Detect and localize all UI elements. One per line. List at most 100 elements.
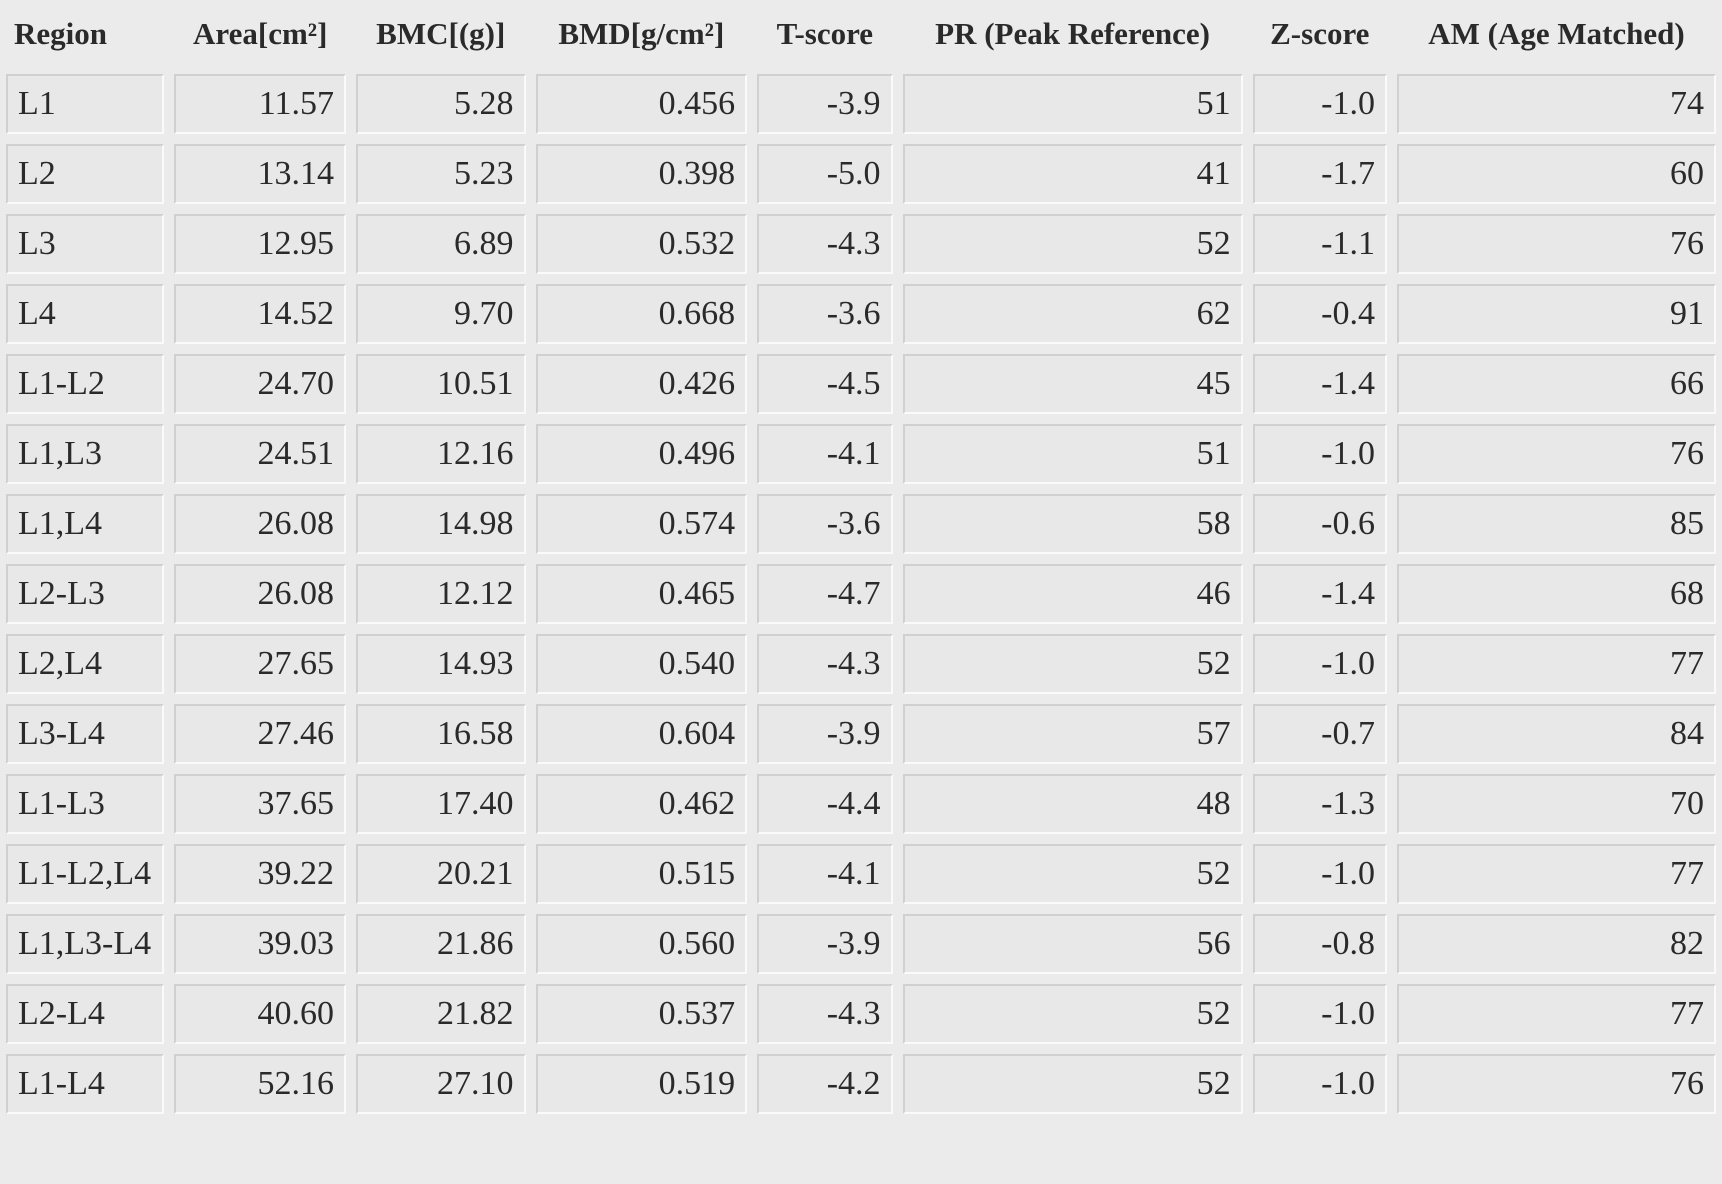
table-cell: L1,L3-L4 xyxy=(6,914,165,974)
table-cell: 41 xyxy=(902,144,1243,204)
table-cell: 0.398 xyxy=(535,144,748,204)
table-cell: L2-L3 xyxy=(6,564,165,624)
table-cell: L3 xyxy=(6,214,165,274)
table-cell: 6.89 xyxy=(355,214,526,274)
table-cell: 27.10 xyxy=(355,1054,526,1114)
table-cell: 58 xyxy=(902,494,1243,554)
table-cell: 46 xyxy=(902,564,1243,624)
table-cell: -4.1 xyxy=(757,844,893,904)
table-row: L2-L3 26.08 12.12 0.465 -4.7 46 -1.4 68 xyxy=(6,564,1716,624)
table-cell: 0.465 xyxy=(535,564,748,624)
table-cell: 0.456 xyxy=(535,74,748,134)
bone-density-table: Region Area[cm²] BMC[(g)] BMD[g/cm²] T-score… xyxy=(6,4,1716,1114)
table-cell: -4.3 xyxy=(757,214,893,274)
table-cell: -3.9 xyxy=(757,914,893,974)
table-cell: 12.12 xyxy=(355,564,526,624)
table-cell: 21.82 xyxy=(355,984,526,1044)
column-header: PR (Peak Reference) xyxy=(935,16,1210,51)
table-cell: 52 xyxy=(902,1054,1243,1114)
table-cell: 85 xyxy=(1396,494,1716,554)
table-cell: -1.0 xyxy=(1252,844,1387,904)
table-cell: 52 xyxy=(902,634,1243,694)
table-cell: 0.532 xyxy=(535,214,748,274)
table-row: L1-L2,L4 39.22 20.21 0.515 -4.1 52 -1.0 77 xyxy=(6,844,1716,904)
table-cell: 24.51 xyxy=(174,424,346,484)
table-cell: 0.515 xyxy=(535,844,748,904)
table-cell: -4.4 xyxy=(757,774,893,834)
table-cell: 17.40 xyxy=(355,774,526,834)
table-row: L1-L2 24.70 10.51 0.426 -4.5 45 -1.4 66 xyxy=(6,354,1716,414)
table-cell: -1.0 xyxy=(1252,984,1387,1044)
column-header: Region xyxy=(14,16,107,51)
table-cell: 52.16 xyxy=(174,1054,346,1114)
table-cell: 14.52 xyxy=(174,284,346,344)
table-cell: L1 xyxy=(6,74,165,134)
table-cell: 0.560 xyxy=(535,914,748,974)
table-cell: 84 xyxy=(1396,704,1716,764)
table-cell: 77 xyxy=(1396,634,1716,694)
table-cell: 39.22 xyxy=(174,844,346,904)
table-cell: -1.3 xyxy=(1252,774,1387,834)
table-cell: 0.462 xyxy=(535,774,748,834)
table-cell: 20.21 xyxy=(355,844,526,904)
table-cell: -1.0 xyxy=(1252,1054,1387,1114)
table-cell: 12.95 xyxy=(174,214,346,274)
table-cell: 0.537 xyxy=(535,984,748,1044)
table-cell: 51 xyxy=(902,424,1243,484)
table-cell: 77 xyxy=(1396,844,1716,904)
table-cell: 0.604 xyxy=(535,704,748,764)
table-cell: 91 xyxy=(1396,284,1716,344)
table-cell: -0.6 xyxy=(1252,494,1387,554)
table-cell: 27.46 xyxy=(174,704,346,764)
table-cell: 16.58 xyxy=(355,704,526,764)
table-cell: -3.9 xyxy=(757,704,893,764)
column-header: Z-score xyxy=(1270,16,1370,51)
table-cell: 52 xyxy=(902,984,1243,1044)
table-cell: L1-L3 xyxy=(6,774,165,834)
table-cell: 48 xyxy=(902,774,1243,834)
table-cell: 12.16 xyxy=(355,424,526,484)
table-cell: 76 xyxy=(1396,214,1716,274)
column-header: AM (Age Matched) xyxy=(1428,16,1685,51)
table-cell: 21.86 xyxy=(355,914,526,974)
table-cell: L2-L4 xyxy=(6,984,165,1044)
column-header: T-score xyxy=(776,16,874,51)
table-cell: -1.7 xyxy=(1252,144,1387,204)
table-cell: L4 xyxy=(6,284,165,344)
table-cell: -4.7 xyxy=(757,564,893,624)
table-cell: -0.4 xyxy=(1252,284,1387,344)
table-cell: 70 xyxy=(1396,774,1716,834)
table-cell: 0.540 xyxy=(535,634,748,694)
table-cell: 40.60 xyxy=(174,984,346,1044)
table-cell: 5.28 xyxy=(355,74,526,134)
table-cell: 52 xyxy=(902,214,1243,274)
table-row: L4 14.52 9.70 0.668 -3.6 62 -0.4 91 xyxy=(6,284,1716,344)
table-cell: 51 xyxy=(902,74,1243,134)
table-cell: 13.14 xyxy=(174,144,346,204)
table-row: L1-L3 37.65 17.40 0.462 -4.4 48 -1.3 70 xyxy=(6,774,1716,834)
table-cell: 0.574 xyxy=(535,494,748,554)
table-cell: 39.03 xyxy=(174,914,346,974)
table-cell: L2 xyxy=(6,144,165,204)
table-cell: 76 xyxy=(1396,1054,1716,1114)
table-row: L1,L3 24.51 12.16 0.496 -4.1 51 -1.0 76 xyxy=(6,424,1716,484)
column-header: BMD[g/cm²] xyxy=(558,16,725,51)
table-cell: 14.98 xyxy=(355,494,526,554)
table-cell: 52 xyxy=(902,844,1243,904)
table-cell: -1.0 xyxy=(1252,424,1387,484)
table-cell: 14.93 xyxy=(355,634,526,694)
table-cell: -5.0 xyxy=(757,144,893,204)
table-cell: -1.1 xyxy=(1252,214,1387,274)
table-cell: 74 xyxy=(1396,74,1716,134)
table-cell: 57 xyxy=(902,704,1243,764)
table-row: L1 11.57 5.28 0.456 -3.9 51 -1.0 74 xyxy=(6,74,1716,134)
table-cell: 0.519 xyxy=(535,1054,748,1114)
table-cell: 60 xyxy=(1396,144,1716,204)
table-cell: -3.6 xyxy=(757,494,893,554)
column-header: Area[cm²] xyxy=(193,16,328,51)
header-row: Region Area[cm²] BMC[(g)] BMD[g/cm²] T-score… xyxy=(6,4,1716,64)
table-cell: -1.4 xyxy=(1252,564,1387,624)
table-cell: 5.23 xyxy=(355,144,526,204)
table-cell: -3.6 xyxy=(757,284,893,344)
